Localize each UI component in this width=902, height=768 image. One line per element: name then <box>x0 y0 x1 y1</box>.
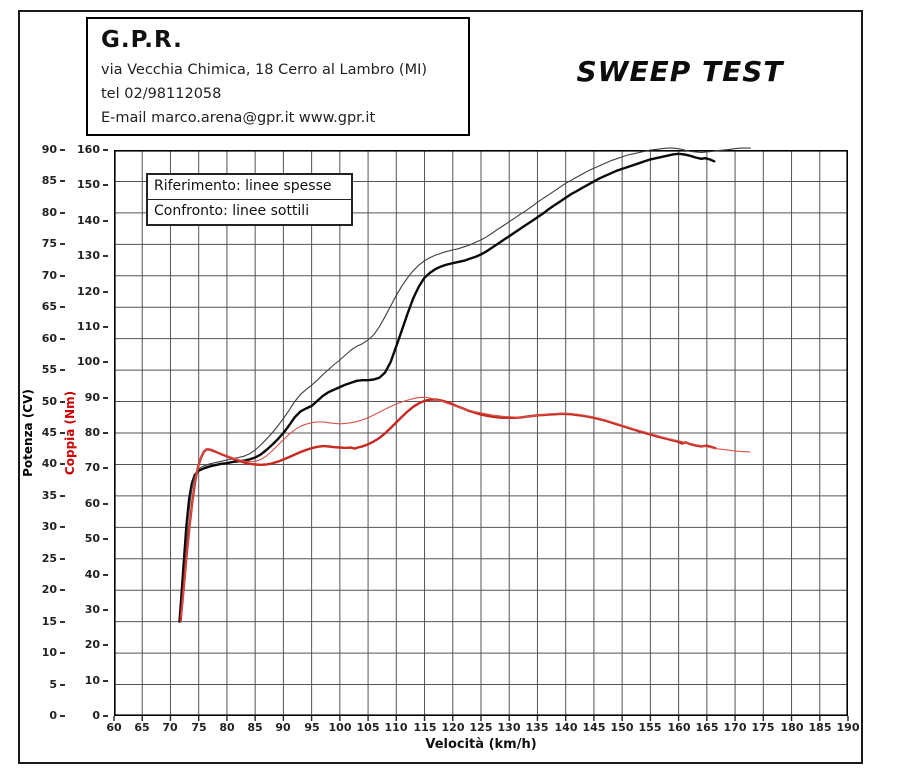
company-info-box: G.P.R. via Vecchia Chimica, 18 Cerro al … <box>86 17 470 136</box>
power-tick-label: 10 <box>23 647 65 659</box>
chart-plot-area <box>113 147 849 721</box>
power-tick-label: 45 <box>23 427 65 439</box>
x-tick-label: 115 <box>413 721 437 734</box>
power-tick-label: 40 <box>23 458 65 470</box>
x-tick-label: 155 <box>638 721 662 734</box>
torque-tick-label: 0 <box>66 710 108 722</box>
power-tick-label: 25 <box>23 553 65 565</box>
curve-potenza-confronto-linea-sottile <box>180 147 751 620</box>
power-tick-label: 0 <box>23 710 65 722</box>
page-frame <box>18 10 863 764</box>
plot-frame <box>114 150 849 717</box>
torque-tick-label: 10 <box>66 675 108 687</box>
x-tick-label: 95 <box>304 721 320 734</box>
x-tick-label: 125 <box>469 721 493 734</box>
x-tick-label: 80 <box>219 721 235 734</box>
power-tick-label: 35 <box>23 490 65 502</box>
company-email: E-mail marco.arena@gpr.it www.gpr.it <box>101 110 376 126</box>
x-tick-label: 100 <box>328 721 352 734</box>
curve-coppia-riferimento-linea-spessa <box>179 398 717 622</box>
torque-tick-label: 60 <box>66 498 108 510</box>
x-tick-label: 185 <box>808 721 832 734</box>
power-tick-label: 90 <box>23 144 65 156</box>
curve-potenza-riferimento-linea-spessa <box>178 152 716 623</box>
torque-tick-label: 40 <box>66 569 108 581</box>
torque-tick-label: 50 <box>66 533 108 545</box>
x-tick-label: 70 <box>162 721 178 734</box>
power-tick-label: 55 <box>23 364 65 376</box>
x-tick-label: 150 <box>610 721 634 734</box>
torque-tick-label: 160 <box>66 144 108 156</box>
torque-tick-label: 150 <box>66 179 108 191</box>
legend-reference-label: Riferimento: linee spesse <box>154 178 332 194</box>
x-tick-label: 105 <box>356 721 380 734</box>
power-tick-label: 30 <box>23 521 65 533</box>
x-tick-label: 160 <box>667 721 691 734</box>
x-tick-label: 180 <box>780 721 804 734</box>
torque-tick-label: 140 <box>66 215 108 227</box>
torque-tick-label: 20 <box>66 639 108 651</box>
torque-tick-label: 70 <box>66 462 108 474</box>
x-tick-label: 110 <box>384 721 408 734</box>
power-tick-label: 50 <box>23 396 65 408</box>
x-tick-label: 145 <box>582 721 606 734</box>
x-tick-label: 175 <box>751 721 775 734</box>
x-tick-label: 190 <box>836 721 860 734</box>
x-tick-label: 170 <box>723 721 747 734</box>
x-tick-label: 90 <box>275 721 291 734</box>
x-tick-label: 165 <box>695 721 719 734</box>
torque-tick-label: 130 <box>66 250 108 262</box>
power-tick-label: 80 <box>23 207 65 219</box>
x-tick-label: 65 <box>134 721 150 734</box>
power-tick-label: 15 <box>23 616 65 628</box>
power-tick-label: 60 <box>23 333 65 345</box>
x-tick-label: 140 <box>554 721 578 734</box>
power-tick-label: 5 <box>23 679 65 691</box>
x-tick-label: 60 <box>106 721 122 734</box>
torque-tick-label: 110 <box>66 321 108 333</box>
x-tick-label: 85 <box>247 721 263 734</box>
curve-coppia-confronto-linea-sottile <box>180 396 751 618</box>
power-tick-label: 85 <box>23 175 65 187</box>
torque-tick-label: 100 <box>66 356 108 368</box>
power-tick-label: 65 <box>23 301 65 313</box>
torque-tick-label: 90 <box>66 392 108 404</box>
x-tick-label: 130 <box>497 721 521 734</box>
legend-comparison-label: Confronto: linee sottili <box>148 199 351 224</box>
company-name: G.P.R. <box>101 27 183 53</box>
power-tick-label: 20 <box>23 584 65 596</box>
legend: Riferimento: linee spesse Confronto: lin… <box>146 173 353 226</box>
torque-tick-label: 80 <box>66 427 108 439</box>
torque-tick-label: 120 <box>66 286 108 298</box>
x-axis-title: Velocità (km/h) <box>425 737 537 752</box>
x-tick-label: 75 <box>191 721 207 734</box>
x-tick-label: 120 <box>441 721 465 734</box>
company-phone: tel 02/98112058 <box>101 86 222 102</box>
page-title: SWEEP TEST <box>576 55 784 88</box>
company-address: via Vecchia Chimica, 18 Cerro al Lambro … <box>101 62 428 78</box>
power-tick-label: 75 <box>23 238 65 250</box>
torque-tick-label: 30 <box>66 604 108 616</box>
power-tick-label: 70 <box>23 270 65 282</box>
x-tick-label: 135 <box>525 721 549 734</box>
